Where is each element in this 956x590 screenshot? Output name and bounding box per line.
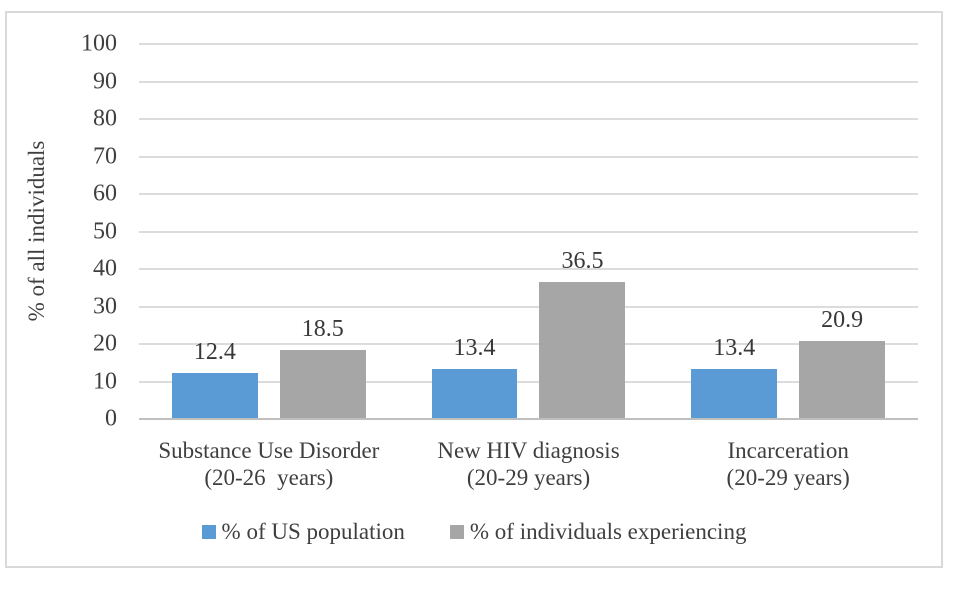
bar-series0-cat0: [171, 372, 258, 419]
x-axis-label-line2: (20-29 years): [466, 465, 591, 490]
bar-series1-cat0: [279, 349, 366, 419]
gridline-100: [139, 43, 918, 45]
y-tick-label: 70: [93, 143, 117, 169]
bar-series0-cat1: [431, 368, 518, 419]
y-tick-label: 20: [93, 330, 117, 357]
x-axis-line: [139, 418, 918, 420]
y-tick-label: 50: [93, 218, 117, 244]
chart-frame: % of all individuals 0 10 20 30 40 50 60 70 80 90…: [5, 11, 943, 568]
gridline-30: [139, 305, 918, 308]
gridline-10: [139, 380, 918, 383]
bar-value-label: 12.4: [193, 338, 236, 365]
bar-value-label: 13.4: [713, 334, 756, 361]
gridline-90: [139, 80, 918, 83]
bar-value-label: 18.5: [301, 315, 344, 342]
y-axis-ticks: 0 10 20 30 40 50 60 70 80 90 100: [7, 31, 117, 432]
y-tick-label: 100: [81, 30, 117, 57]
gridline-60: [139, 193, 918, 195]
x-axis-label-line1: Substance Use Disorder: [158, 438, 380, 463]
x-axis-label-line2: (20-26 years): [204, 465, 334, 490]
gridline-20: [139, 343, 918, 345]
legend-item-1: % of individuals experiencing: [449, 519, 747, 545]
bar-value-label: 36.5: [561, 248, 604, 275]
gridline-80: [139, 118, 918, 120]
gridline-50: [139, 230, 918, 233]
gridline-40: [139, 268, 918, 270]
gridline-70: [139, 155, 918, 158]
y-tick-label: 30: [93, 293, 117, 319]
bar-value-label: 20.9: [821, 306, 864, 333]
y-tick-label: 80: [93, 105, 117, 132]
legend-swatch-icon: [201, 525, 216, 539]
bar-series1-cat2: [799, 340, 886, 419]
y-tick-label: 60: [93, 180, 117, 207]
x-axis-label-0: Substance Use Disorder (20-26 years): [139, 437, 399, 491]
x-axis-label-line1: Incarceration: [727, 438, 849, 463]
legend-swatch-icon: [449, 525, 464, 539]
y-tick-label: 40: [93, 255, 117, 282]
x-axis-label-1: New HIV diagnosis (20-29 years): [399, 437, 659, 491]
x-axis-labels: Substance Use Disorder (20-26 years) New H…: [139, 437, 918, 491]
x-axis-label-line1: New HIV diagnosis: [437, 438, 620, 463]
legend: % of US population % of individuals exper…: [7, 519, 941, 545]
plot-area: 12.4 13.4 13.4 18.5 36.5 20.9: [139, 43, 918, 420]
legend-item-0: % of US population: [201, 519, 405, 545]
legend-label: % of US population: [221, 519, 405, 544]
y-tick-label: 0: [105, 405, 117, 432]
y-tick-label: 10: [93, 368, 117, 394]
x-axis-label-line2: (20-29 years): [726, 465, 850, 490]
legend-label: % of individuals experiencing: [469, 519, 747, 544]
y-tick-label: 90: [93, 68, 117, 94]
bar-value-label: 13.4: [453, 334, 496, 361]
x-axis-label-2: Incarceration (20-29 years): [658, 437, 918, 491]
bar-series1-cat1: [539, 282, 626, 419]
bar-series0-cat2: [691, 368, 778, 419]
